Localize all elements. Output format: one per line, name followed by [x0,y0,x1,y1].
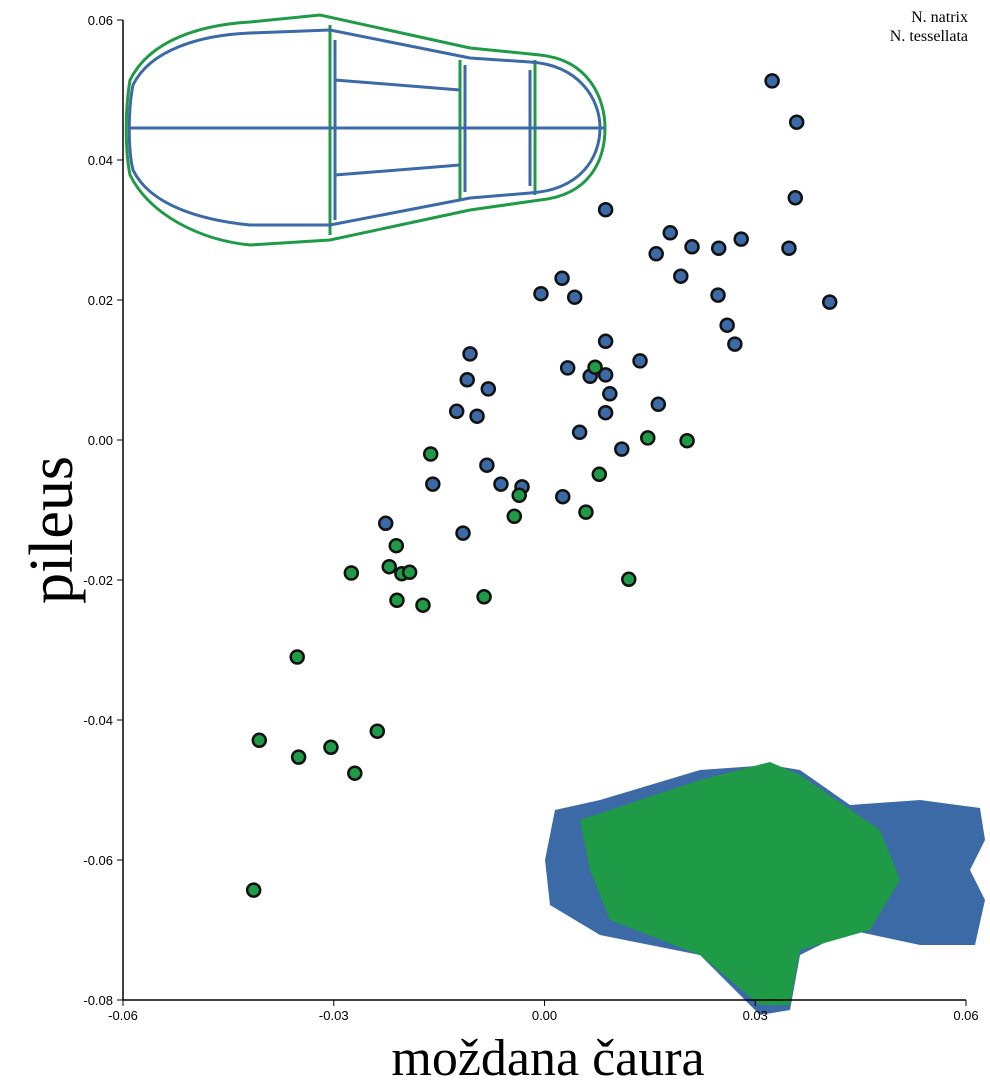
point [493,476,509,492]
point [632,353,648,369]
x-axis-label: moždana čaura [391,1030,704,1084]
point [343,565,360,581]
point [533,285,549,302]
point [347,765,363,781]
point [591,466,608,483]
point [587,359,603,375]
point [289,649,305,665]
point [323,739,339,756]
point [462,346,478,362]
point [727,336,743,352]
point [455,525,471,541]
point [578,504,594,520]
point [648,246,664,262]
point [597,367,614,383]
point [710,240,727,256]
point [679,432,695,449]
point [787,190,804,206]
point [764,73,780,89]
point [566,289,583,305]
point [733,231,749,247]
point [597,201,614,218]
point [555,488,571,505]
point [684,239,700,255]
y-tick-label: 0.02 [88,293,113,308]
point [469,408,485,424]
legend-entry: N. tessellata [890,28,968,45]
x-tick-label: 0.00 [532,1008,557,1023]
point [401,564,418,581]
y-tick-label: -0.06 [83,853,113,868]
point [415,597,431,613]
y-tick-label: 0.04 [88,153,113,168]
point [621,571,637,588]
point [290,749,307,765]
y-tick-label: 0.06 [88,13,113,28]
y-axis-label: pileus [18,456,86,604]
x-tick-label: -0.03 [319,1008,349,1023]
point [425,476,441,492]
point [369,723,386,739]
point [506,508,523,525]
point [640,430,656,446]
point [571,424,588,441]
point [381,558,397,575]
point [511,487,527,504]
point [480,381,497,397]
point [377,515,394,532]
y-tick-label: 0.00 [88,433,113,448]
point [710,287,726,303]
point [448,403,465,420]
point [245,882,262,898]
point [788,114,805,130]
legend-entry: N. natrix [911,9,968,26]
point [650,396,667,413]
point [719,317,735,333]
skull-photo-inset [545,762,985,1015]
point [422,446,439,462]
y-tick-label: -0.02 [83,573,113,588]
x-tick-label: -0.06 [108,1008,138,1023]
point [459,372,475,388]
skull-outline-inset [124,13,607,247]
y-tick-label: -0.08 [83,993,113,1008]
point [662,225,678,241]
point [821,294,838,310]
x-tick-label: 0.06 [953,1008,978,1023]
point [602,386,618,402]
point [389,592,405,609]
point [781,240,797,256]
y-tick-label: -0.04 [83,713,113,728]
point [388,537,405,554]
point [554,270,570,287]
point [614,441,630,457]
point [476,589,492,605]
x-tick-label: 0.03 [743,1008,768,1023]
point [597,333,614,350]
point [251,732,268,749]
point [597,404,614,421]
point [673,268,689,284]
point [479,457,495,473]
point [559,360,576,376]
